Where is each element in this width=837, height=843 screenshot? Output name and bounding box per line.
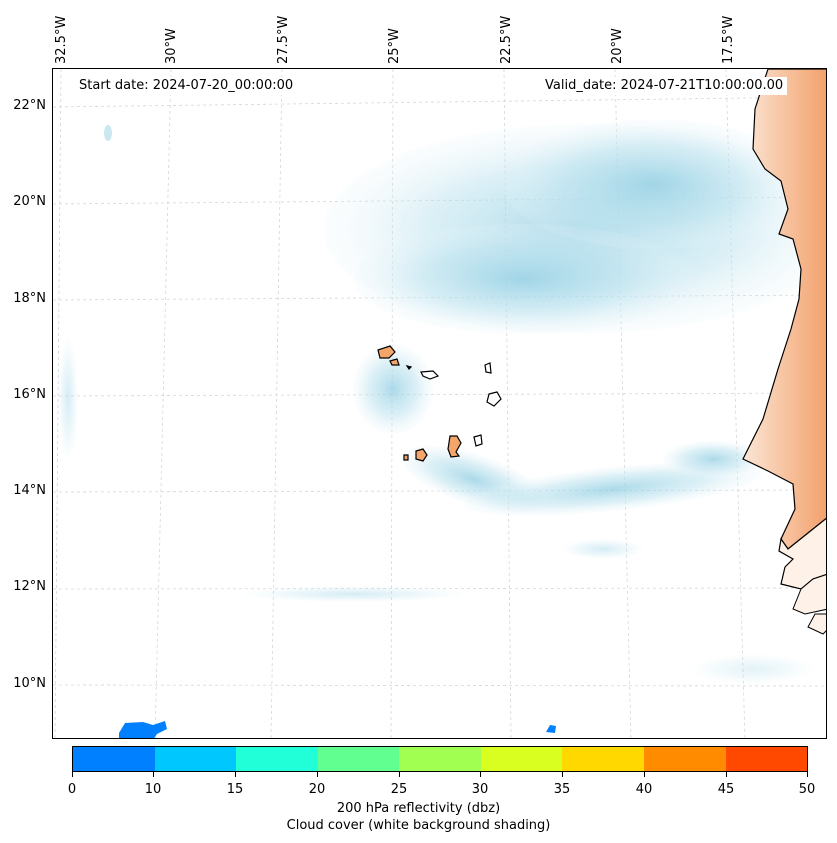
lat-label-14n: 14°N: [13, 483, 46, 498]
colorbar-tickmark: [153, 772, 154, 777]
colorbar-segment-6: [562, 747, 644, 771]
colorbar-tick-15: 15: [226, 782, 244, 797]
colorbar: [72, 746, 808, 772]
colorbar-segment-4: [399, 747, 481, 771]
start-date-label: Start date: 2024-07-20_00:00:00: [75, 77, 298, 95]
colorbar-segment-8: [725, 747, 808, 771]
lat-label-20n: 20°N: [13, 194, 46, 209]
colorbar-tick-45: 45: [717, 782, 735, 797]
colorbar-tick-0: 0: [67, 782, 77, 797]
colorbar-segment-7: [643, 747, 726, 771]
colorbar-tickmark: [399, 772, 400, 777]
lat-label-22n: 22°N: [13, 98, 46, 113]
colorbar-tick-10: 10: [144, 782, 162, 797]
lon-label-30w: 30°W: [164, 28, 179, 64]
lon-label-17-5w: 17.5°W: [721, 15, 736, 64]
colorbar-segment-0: [73, 747, 155, 771]
lat-label-10n: 10°N: [13, 676, 46, 691]
colorbar-segment-1: [154, 747, 237, 771]
colorbar-tick-20: 20: [308, 782, 326, 797]
colorbar-tick-50: 50: [798, 782, 816, 797]
colorbar-tick-35: 35: [553, 782, 571, 797]
lon-label-20w: 20°W: [610, 28, 625, 64]
colorbar-sublabel: Cloud cover (white background shading): [286, 818, 551, 833]
map-canvas: [53, 69, 826, 738]
cloud-cover: [58, 119, 826, 684]
graticule: [53, 69, 826, 738]
colorbar-tickmark: [480, 772, 481, 777]
cape-verde-islands: [377, 345, 502, 462]
colorbar-tick-30: 30: [471, 782, 489, 797]
colorbar-tickmark: [644, 772, 645, 777]
lon-label-25w: 25°W: [387, 28, 402, 64]
colorbar-tickmark: [562, 772, 563, 777]
map-frame: [52, 68, 827, 739]
colorbar-segment-3: [317, 747, 400, 771]
colorbar-tickmark: [807, 772, 808, 777]
lon-label-32-5w: 32.5°W: [54, 15, 69, 64]
reflectivity-patches: [119, 721, 556, 738]
lat-label-18n: 18°N: [13, 291, 46, 306]
colorbar-segment-5: [480, 747, 563, 771]
colorbar-tick-40: 40: [635, 782, 653, 797]
colorbar-tickmark: [72, 772, 73, 777]
colorbar-tick-25: 25: [390, 782, 408, 797]
africa-coast: [742, 69, 826, 635]
lat-label-16n: 16°N: [13, 387, 46, 402]
colorbar-segment-2: [236, 747, 318, 771]
colorbar-tickmark: [235, 772, 236, 777]
lon-label-22-5w: 22.5°W: [499, 15, 514, 64]
lat-label-12n: 12°N: [13, 579, 46, 594]
valid-date-label: Valid_date: 2024-07-21T10:00:00.00: [541, 77, 788, 95]
colorbar-tickmark: [726, 772, 727, 777]
colorbar-tickmark: [317, 772, 318, 777]
lon-label-27-5w: 27.5°W: [276, 15, 291, 64]
colorbar-label: 200 hPa reflectivity (dbz): [336, 801, 501, 816]
